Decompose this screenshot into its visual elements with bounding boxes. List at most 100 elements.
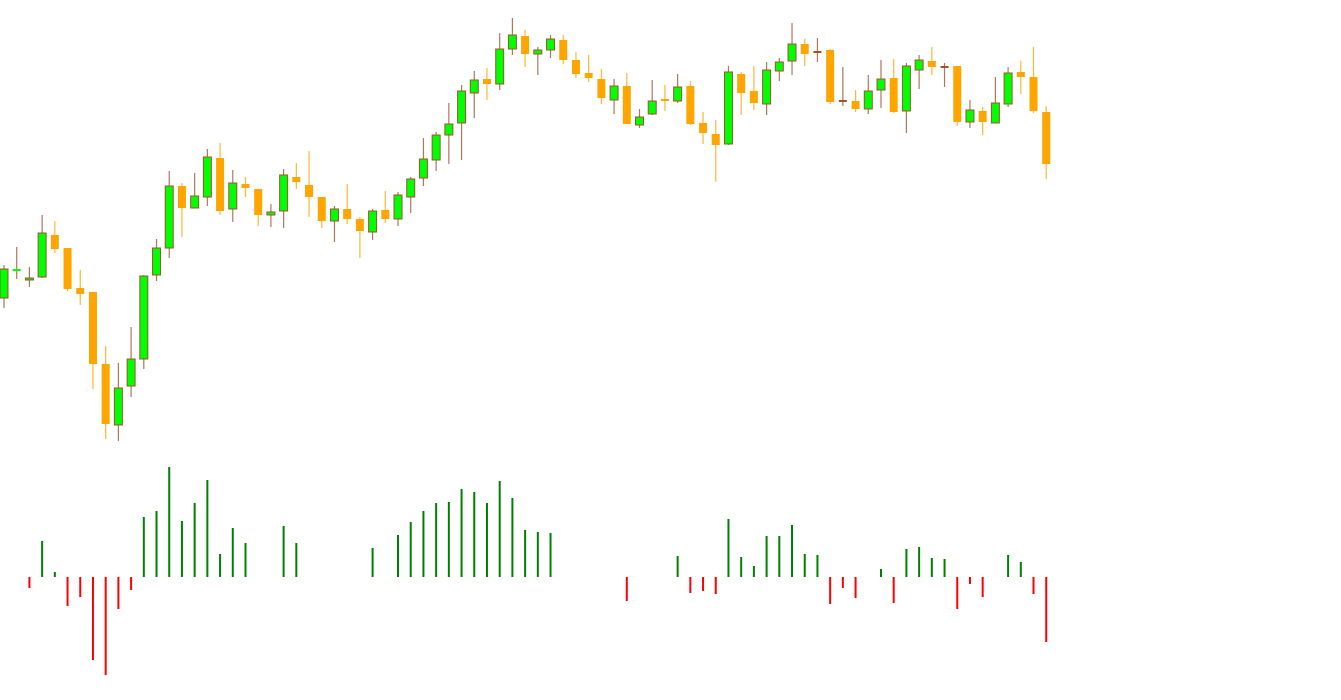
candle-body [266, 211, 276, 216]
candle [927, 47, 936, 75]
candle [851, 90, 860, 112]
candle-body [406, 178, 416, 198]
candle-body [723, 71, 733, 145]
candle [495, 33, 505, 90]
candle [152, 239, 162, 281]
candle [673, 74, 683, 103]
candle-body [216, 158, 225, 211]
candle-body [507, 34, 517, 50]
candle [749, 66, 758, 110]
candle-body [559, 40, 568, 60]
candle-body [355, 219, 364, 231]
candle-body [113, 387, 123, 426]
candle [457, 85, 467, 160]
candle [1016, 61, 1025, 94]
candle-body [177, 186, 186, 208]
candle [190, 173, 200, 209]
candle-body [990, 102, 1000, 124]
candle [965, 100, 975, 128]
candle [101, 346, 110, 439]
candle-body [202, 156, 212, 198]
candle-body [749, 91, 758, 103]
candle [305, 151, 314, 217]
candle [292, 163, 301, 189]
candle [711, 120, 720, 182]
candle [329, 206, 339, 242]
candle [774, 58, 784, 81]
candle-body [940, 66, 949, 68]
candle-body [343, 209, 352, 219]
candle [723, 66, 733, 145]
candle [241, 177, 250, 197]
candle [0, 265, 9, 308]
candle-body [699, 123, 708, 133]
candle-body [1029, 77, 1038, 111]
candle [266, 204, 276, 227]
candle [990, 77, 1000, 124]
candle-body [813, 51, 822, 53]
candle [216, 143, 225, 215]
candle-body [546, 38, 556, 51]
candle [546, 35, 556, 58]
candle-body [978, 111, 987, 122]
candle-body [368, 210, 378, 233]
candle [12, 247, 21, 279]
candlestick-series [0, 18, 1051, 441]
candle [978, 107, 987, 135]
histogram-series [28, 467, 1048, 675]
candle [393, 192, 403, 226]
candle-body [1016, 72, 1025, 77]
candle [699, 112, 708, 144]
candle-body [521, 36, 530, 54]
candle [889, 59, 898, 113]
candle-body [571, 60, 580, 74]
candle-body [457, 90, 467, 124]
candle [469, 71, 479, 118]
candle [254, 189, 263, 226]
candle-body [431, 134, 441, 161]
candle-body [660, 99, 669, 101]
candle-body [37, 232, 47, 278]
candle [647, 80, 657, 115]
candle-body [838, 100, 847, 102]
candle-body [901, 65, 911, 112]
candle-body [927, 61, 936, 67]
candle [355, 217, 364, 258]
candle [826, 49, 835, 104]
candle-body [241, 184, 250, 188]
candle [901, 63, 911, 133]
candle-body [584, 73, 593, 78]
candle-body [953, 66, 962, 122]
candle [584, 55, 593, 82]
candle-body [329, 208, 339, 222]
candle-body [0, 268, 9, 299]
candle-body [737, 74, 746, 93]
candle [76, 270, 85, 305]
candle [660, 85, 669, 111]
candle [228, 170, 238, 222]
candle [63, 248, 72, 291]
candle [863, 75, 873, 114]
candle-body [965, 109, 975, 123]
candle-body [762, 69, 772, 105]
candle [418, 138, 428, 186]
candle-body [317, 197, 326, 221]
candle-body [889, 78, 898, 112]
candle-body [305, 185, 314, 197]
candle [24, 267, 34, 287]
candle [953, 66, 962, 126]
candle [279, 169, 289, 228]
candle-body [863, 90, 873, 110]
candle [444, 103, 454, 164]
candle [609, 79, 619, 114]
candle [914, 55, 924, 89]
candle [368, 209, 378, 240]
candle-body [12, 269, 21, 271]
candle [838, 67, 847, 106]
candle [50, 221, 59, 253]
candle [482, 68, 491, 100]
candle-body [609, 85, 619, 101]
candle [126, 327, 136, 397]
candle [800, 39, 809, 66]
candle-body [495, 48, 505, 85]
